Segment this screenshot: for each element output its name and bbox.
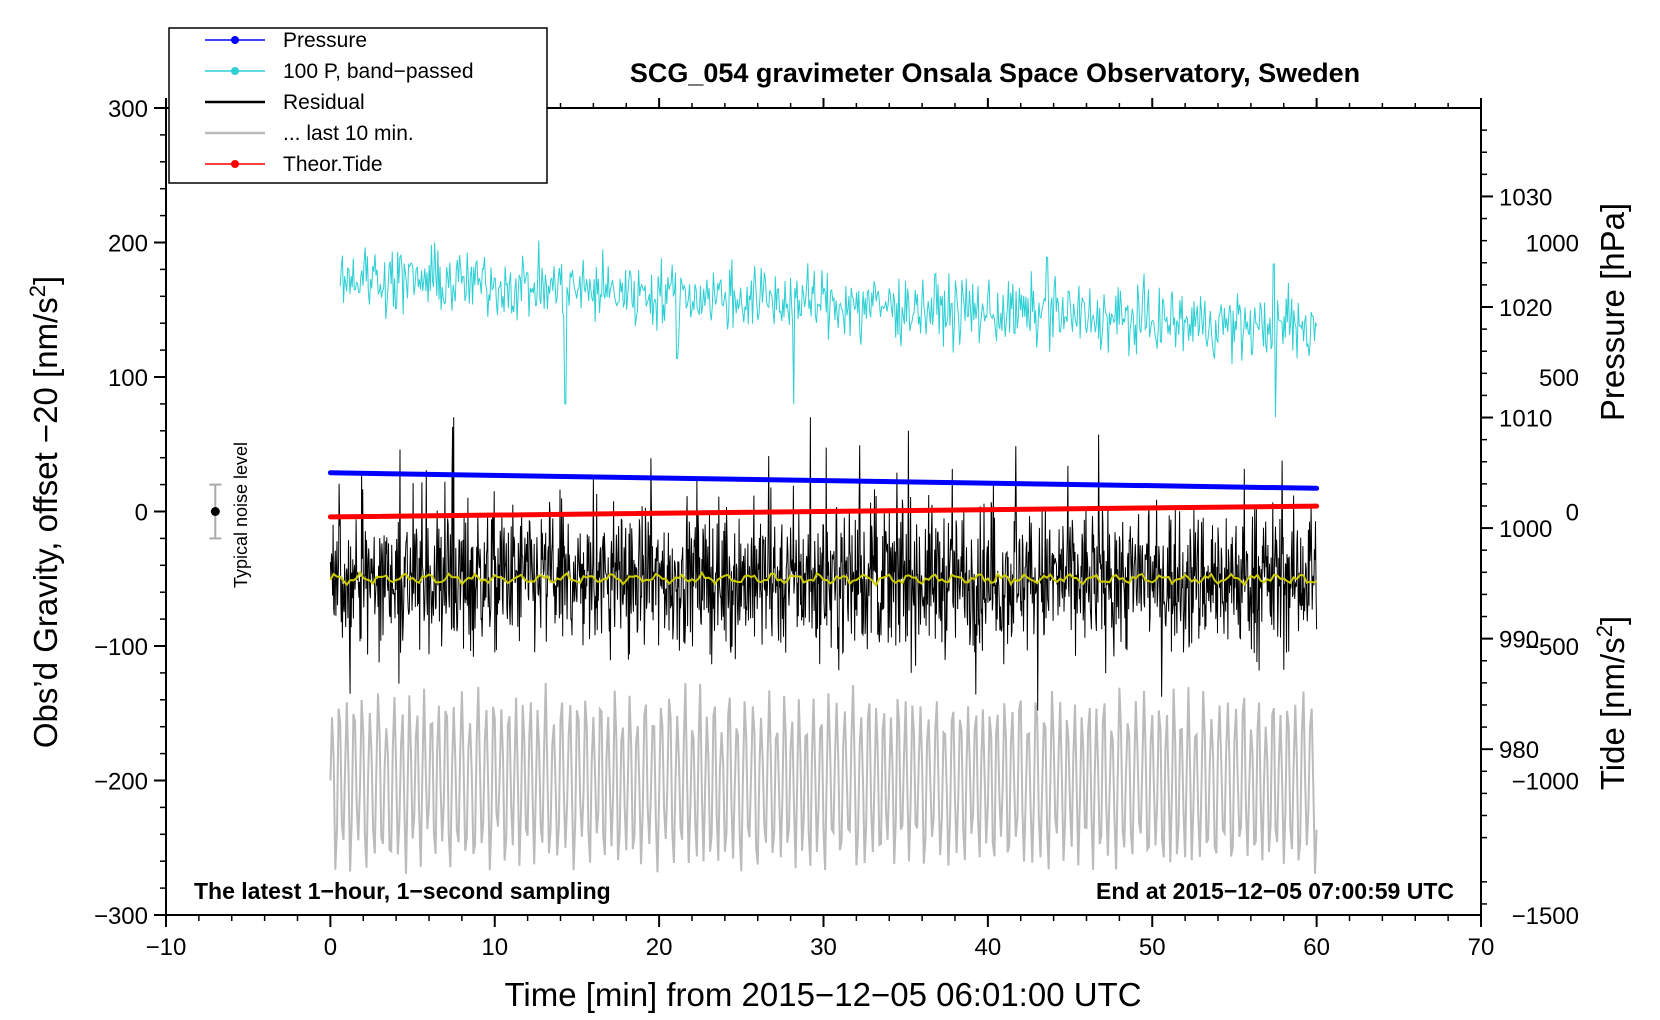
tide-axis-label: Tide [nm/s2]: [1592, 616, 1631, 790]
x-tick-label: 10: [481, 934, 508, 961]
left-y-tick-label: 100: [108, 365, 148, 392]
pressure-series: [327, 470, 1320, 491]
tide-axis-label-main: Tide [nm/s: [1594, 637, 1631, 790]
tide-tick-label: 500: [1539, 365, 1579, 392]
x-tick-label: 20: [646, 934, 673, 961]
left-y-tick-label: 0: [135, 500, 148, 527]
legend-marker: [231, 67, 239, 75]
pressure-tick-label: 980: [1499, 737, 1539, 764]
x-tick-label: 40: [975, 934, 1002, 961]
pressure-axis-ticks: 1030 1020 1010 1000 990 980: [1481, 129, 1552, 905]
left-y-tick-label: −300: [94, 903, 148, 930]
x-axis-ticks: −10 0 10 20 30 40 50 60 70: [146, 98, 1495, 961]
x-tick-label: 60: [1303, 934, 1330, 961]
legend-label: Residual: [283, 91, 365, 114]
x-axis-label: Time [min] from 2015−12−05 06:01:00 UTC: [504, 976, 1141, 1013]
last-10-min-series: [329, 682, 1318, 874]
chart-title: SCG_054 gravimeter Onsala Space Observat…: [630, 58, 1360, 88]
x-tick-label: 30: [810, 934, 837, 961]
legend-marker: [231, 160, 239, 168]
left-y-axis-ticks: 300 200 100 0 −100 −200 −300: [94, 96, 166, 930]
tide-line: [327, 503, 1320, 520]
tide-tick-label: −1000: [1512, 769, 1579, 796]
pressure-line: [327, 470, 1320, 491]
pressure-tick-label: 1030: [1499, 184, 1552, 211]
legend-label: ... last 10 min.: [283, 122, 414, 145]
annotation-left: The latest 1−hour, 1−second sampling: [194, 878, 611, 904]
residual-series: [329, 417, 1318, 711]
left-y-axis-label-end: ]: [27, 276, 64, 285]
tide-tick-label: −500: [1525, 634, 1579, 661]
residual-smoothed-series: [329, 570, 1317, 588]
left-y-axis-label-sup: 2: [25, 285, 50, 297]
pressure-tick-label: 1020: [1499, 295, 1552, 322]
left-y-axis-label-main: Obs’d Gravity, offset −20 [nm/s: [27, 297, 64, 748]
band-passed-line: [339, 240, 1318, 418]
last-10-min-line: [329, 682, 1318, 874]
theor-tide-series: [327, 503, 1320, 520]
left-y-tick-label: −200: [94, 769, 148, 796]
left-y-tick-label: −100: [94, 634, 148, 661]
legend-label: Pressure: [283, 29, 367, 52]
band-passed-pressure-series: [339, 240, 1318, 418]
x-tick-label: −10: [146, 934, 187, 961]
x-tick-label: 0: [324, 934, 337, 961]
noise-center-dot: [210, 507, 220, 516]
residual-line: [329, 417, 1318, 711]
left-y-tick-label: 300: [108, 96, 148, 123]
tide-axis-ticks: 1000 500 0 −500 −1000 −1500: [1512, 231, 1579, 931]
x-tick-label: 50: [1139, 934, 1166, 961]
left-y-axis-label: Obs’d Gravity, offset −20 [nm/s2]: [25, 276, 64, 748]
noise-label: Typical noise level: [231, 442, 251, 588]
x-tick-label: 70: [1468, 934, 1495, 961]
annotation-right: End at 2015−12−05 07:00:59 UTC: [1096, 878, 1454, 904]
tide-tick-label: 1000: [1526, 231, 1579, 258]
legend-label: Theor.Tide: [283, 153, 383, 176]
tide-tick-label: 0: [1566, 500, 1579, 527]
noise-indicator: [209, 483, 222, 540]
legend-marker: [231, 36, 239, 44]
pressure-tick-label: 1010: [1499, 406, 1552, 433]
tide-axis-label-sup: 2: [1592, 625, 1617, 637]
legend-box: [168, 27, 548, 184]
residual-smoothed-line: [329, 570, 1317, 588]
tide-tick-label: −1500: [1512, 903, 1579, 930]
left-y-tick-label: 200: [108, 231, 148, 258]
pressure-axis-label: Pressure [hPa]: [1594, 203, 1631, 421]
pressure-tick-label: 990: [1499, 627, 1539, 654]
tide-axis-label-end: ]: [1594, 616, 1631, 625]
pressure-tick-label: 1000: [1499, 516, 1552, 543]
legend: Pressure 100 P, band−passed Residual ... la…: [168, 27, 548, 184]
legend-label: 100 P, band−passed: [283, 60, 474, 83]
